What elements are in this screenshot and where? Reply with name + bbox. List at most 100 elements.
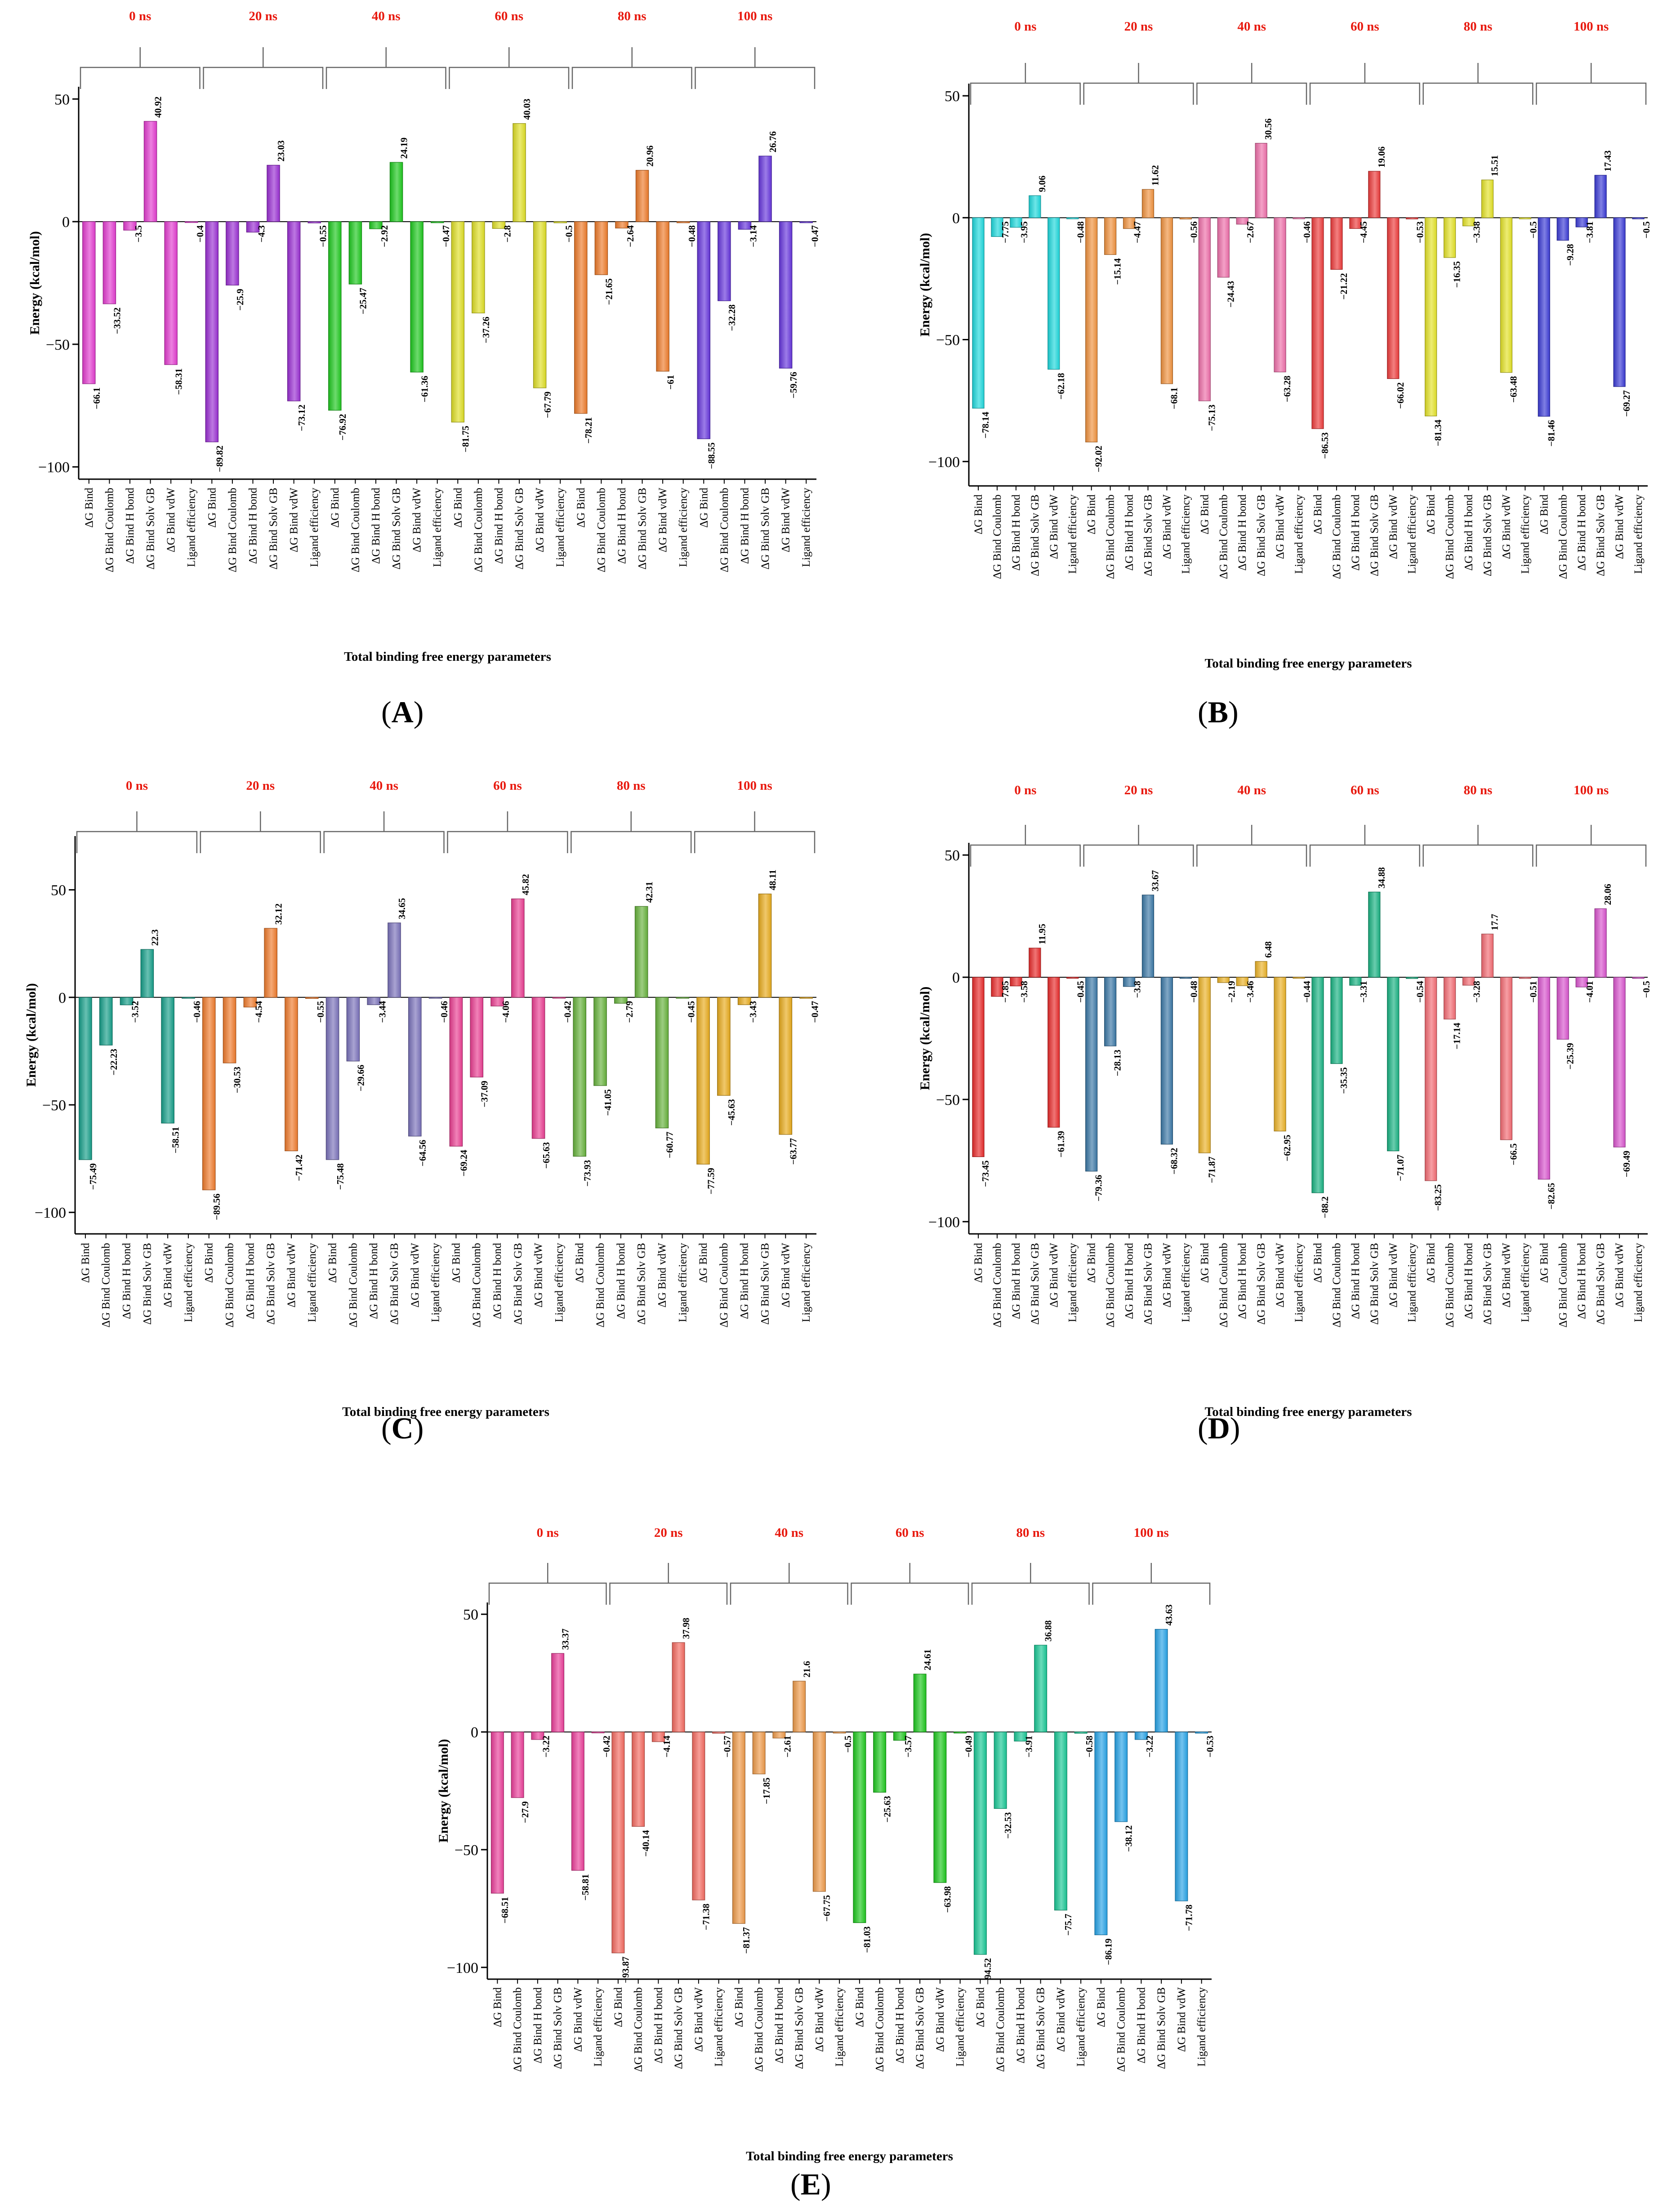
- panel-d-category-label: ΔG Bind: [1086, 1243, 1098, 1283]
- panel-c-category-label: ΔG Bind Solv GB: [759, 1243, 771, 1325]
- panel-a-category-label: ΔG Bind Coulomb: [103, 488, 116, 572]
- panel-a-category-label: ΔG Bind: [698, 488, 710, 528]
- panel-a-value-label: −25.47: [358, 288, 369, 314]
- panel-a-category-label: ΔG Bind H bond: [493, 488, 505, 564]
- panel-d-value-label: −3.28: [1471, 981, 1482, 1003]
- panel-b-group-bracket: [1309, 82, 1420, 105]
- panel-a-bar: [758, 156, 772, 222]
- panel-d-category-label: ΔG Bind Solv GB: [1255, 1243, 1267, 1325]
- caption-d-letter: D: [1208, 1411, 1230, 1445]
- panel-b-x-axis-title: Total binding free energy parameters: [1205, 656, 1412, 671]
- panel-c-value-label: 32.12: [273, 903, 284, 925]
- panel-d-value-label: −88.2: [1320, 1197, 1330, 1219]
- panel-a-bar: [533, 221, 547, 388]
- panel-e-bar: [1155, 1629, 1168, 1732]
- panel-e-bar: [732, 1731, 745, 1924]
- panel-a-category-label: ΔG Bind Coulomb: [349, 488, 361, 572]
- panel-b-value-label: −9.28: [1565, 244, 1575, 266]
- panel-a-category-label: ΔG Bind: [452, 488, 464, 528]
- caption-d: (D): [1198, 1411, 1240, 1445]
- panel-b-ytick-label: 50: [945, 88, 960, 105]
- panel-c-category-label: ΔG Bind H bond: [739, 1243, 751, 1319]
- panel-a-category-label: ΔG Bind vdW: [780, 488, 792, 552]
- panel-c-bar: [634, 906, 648, 998]
- panel-c-category-label: ΔG Bind: [697, 1243, 709, 1283]
- panel-c-bar: [490, 997, 504, 1006]
- panel-b-bar: [1330, 217, 1343, 270]
- panel-a-value-label: −3.5: [133, 225, 144, 242]
- panel-e-value-label: −67.75: [821, 1895, 832, 1922]
- panel-b-category-label: ΔG Bind H bond: [1576, 494, 1588, 571]
- panel-e-bar: [531, 1731, 544, 1740]
- panel-b-group-bracket: [1196, 82, 1307, 105]
- panel-a-value-label: −2.8: [502, 225, 513, 242]
- panel-e-group-label: 80 ns: [1016, 1526, 1045, 1540]
- panel-c-value-label: −60.77: [664, 1131, 675, 1158]
- panel-d-value-label: −71.07: [1395, 1155, 1406, 1181]
- panel-a-category-label: ΔG Bind H bond: [739, 488, 751, 564]
- panel-a-group-label: 60 ns: [495, 9, 523, 23]
- panel-c-bar: [367, 997, 380, 1005]
- panel-e-category-label: ΔG Bind: [974, 1987, 986, 2028]
- panel-b-group-bracket: [1422, 82, 1534, 105]
- panel-a-value-label: −0.48: [687, 225, 697, 247]
- panel-b-value-label: −86.53: [1320, 432, 1330, 459]
- panel-d-category-label: ΔG Bind Solv GB: [1595, 1243, 1607, 1325]
- panel-c-group-bracket: [200, 831, 321, 853]
- panel-d-value-label: −61.39: [1056, 1131, 1066, 1157]
- panel-b-value-label: −3.38: [1471, 221, 1482, 243]
- panel-c-category-label: ΔG Bind vdW: [409, 1243, 421, 1308]
- panel-d-ytick-label: −50: [936, 1092, 960, 1108]
- panel-d-value-label: −3.31: [1358, 981, 1369, 1003]
- panel-a-bar: [103, 221, 116, 304]
- panel-d-bar: [1104, 977, 1117, 1046]
- panel-d-group-bracket: [1422, 844, 1534, 867]
- panel-e-bar: [1054, 1731, 1067, 1911]
- panel-e-category-label: Ligand efficiency: [834, 1987, 846, 2067]
- panel-a-value-label: −2.64: [625, 225, 636, 247]
- panel-c-bar: [79, 997, 92, 1160]
- panel-d-value-label: −68.32: [1168, 1148, 1179, 1175]
- panel-e-category-label: ΔG Bind Solv GB: [1035, 1987, 1047, 2069]
- panel-d-bar: [1048, 977, 1060, 1128]
- panel-a-group-bracket: [325, 67, 446, 89]
- panel-e-bar: [1195, 1731, 1208, 1734]
- panel-c-value-label: −3.44: [377, 1001, 388, 1023]
- panel-a-group-bracket: [449, 67, 570, 89]
- panel-e-group-label: 100 ns: [1134, 1526, 1169, 1540]
- panel-b-value-label: −24.43: [1225, 281, 1236, 307]
- panel-a-value-label: 24.19: [399, 138, 410, 159]
- panel-e-value-label: −0.53: [1204, 1736, 1215, 1758]
- panel-b-bar: [1349, 217, 1362, 229]
- panel-a-group-label: 20 ns: [249, 9, 277, 23]
- panel-e-category-label: ΔG Bind Coulomb: [1115, 1987, 1128, 2072]
- panel-c-category-label: Ligand efficiency: [306, 1243, 318, 1322]
- panel-e-value-label: −63.98: [942, 1886, 953, 1913]
- panel-a-category-label: ΔG Bind Coulomb: [595, 488, 607, 572]
- panel-a-category-label: ΔG Bind Coulomb: [227, 488, 239, 572]
- panel-e-category-label: ΔG Bind: [612, 1987, 624, 2028]
- panel-d-value-label: −62.95: [1282, 1135, 1293, 1161]
- panel-b-group-label: 80 ns: [1464, 19, 1493, 34]
- panel-d-category-label: Ligand efficiency: [1519, 1243, 1531, 1322]
- panel-c-group-label: 100 ns: [737, 779, 772, 793]
- panel-c-category-label: Ligand efficiency: [183, 1243, 195, 1322]
- panel-d-bar: [1632, 977, 1645, 979]
- panel-b-bar: [1500, 217, 1513, 373]
- panel-d-bar: [1123, 977, 1136, 987]
- panel-c-group-label: 60 ns: [493, 779, 522, 793]
- panel-c-ytick-label: −100: [35, 1205, 66, 1221]
- panel-a-category-label: Ligand efficiency: [432, 488, 444, 567]
- caption-a: (A): [381, 695, 424, 729]
- panel-d-group-bracket: [1536, 844, 1647, 867]
- panel-b-value-label: −81.46: [1546, 420, 1556, 446]
- panel-c-bar: [717, 997, 731, 1096]
- panel-a-bar: [328, 221, 342, 411]
- panel-d-bar: [1519, 977, 1531, 979]
- panel-d-x-axis-title: Total binding free energy parameters: [1205, 1405, 1412, 1419]
- panel-d-category-label: ΔG Bind H bond: [1463, 1243, 1475, 1319]
- panel-a-category-label: ΔG Bind Coulomb: [473, 488, 485, 572]
- panel-a-bar: [513, 123, 526, 222]
- panel-d-category-label: ΔG Bind vdW: [1500, 1243, 1512, 1308]
- panel-d-category-label: ΔG Bind Solv GB: [1481, 1243, 1494, 1325]
